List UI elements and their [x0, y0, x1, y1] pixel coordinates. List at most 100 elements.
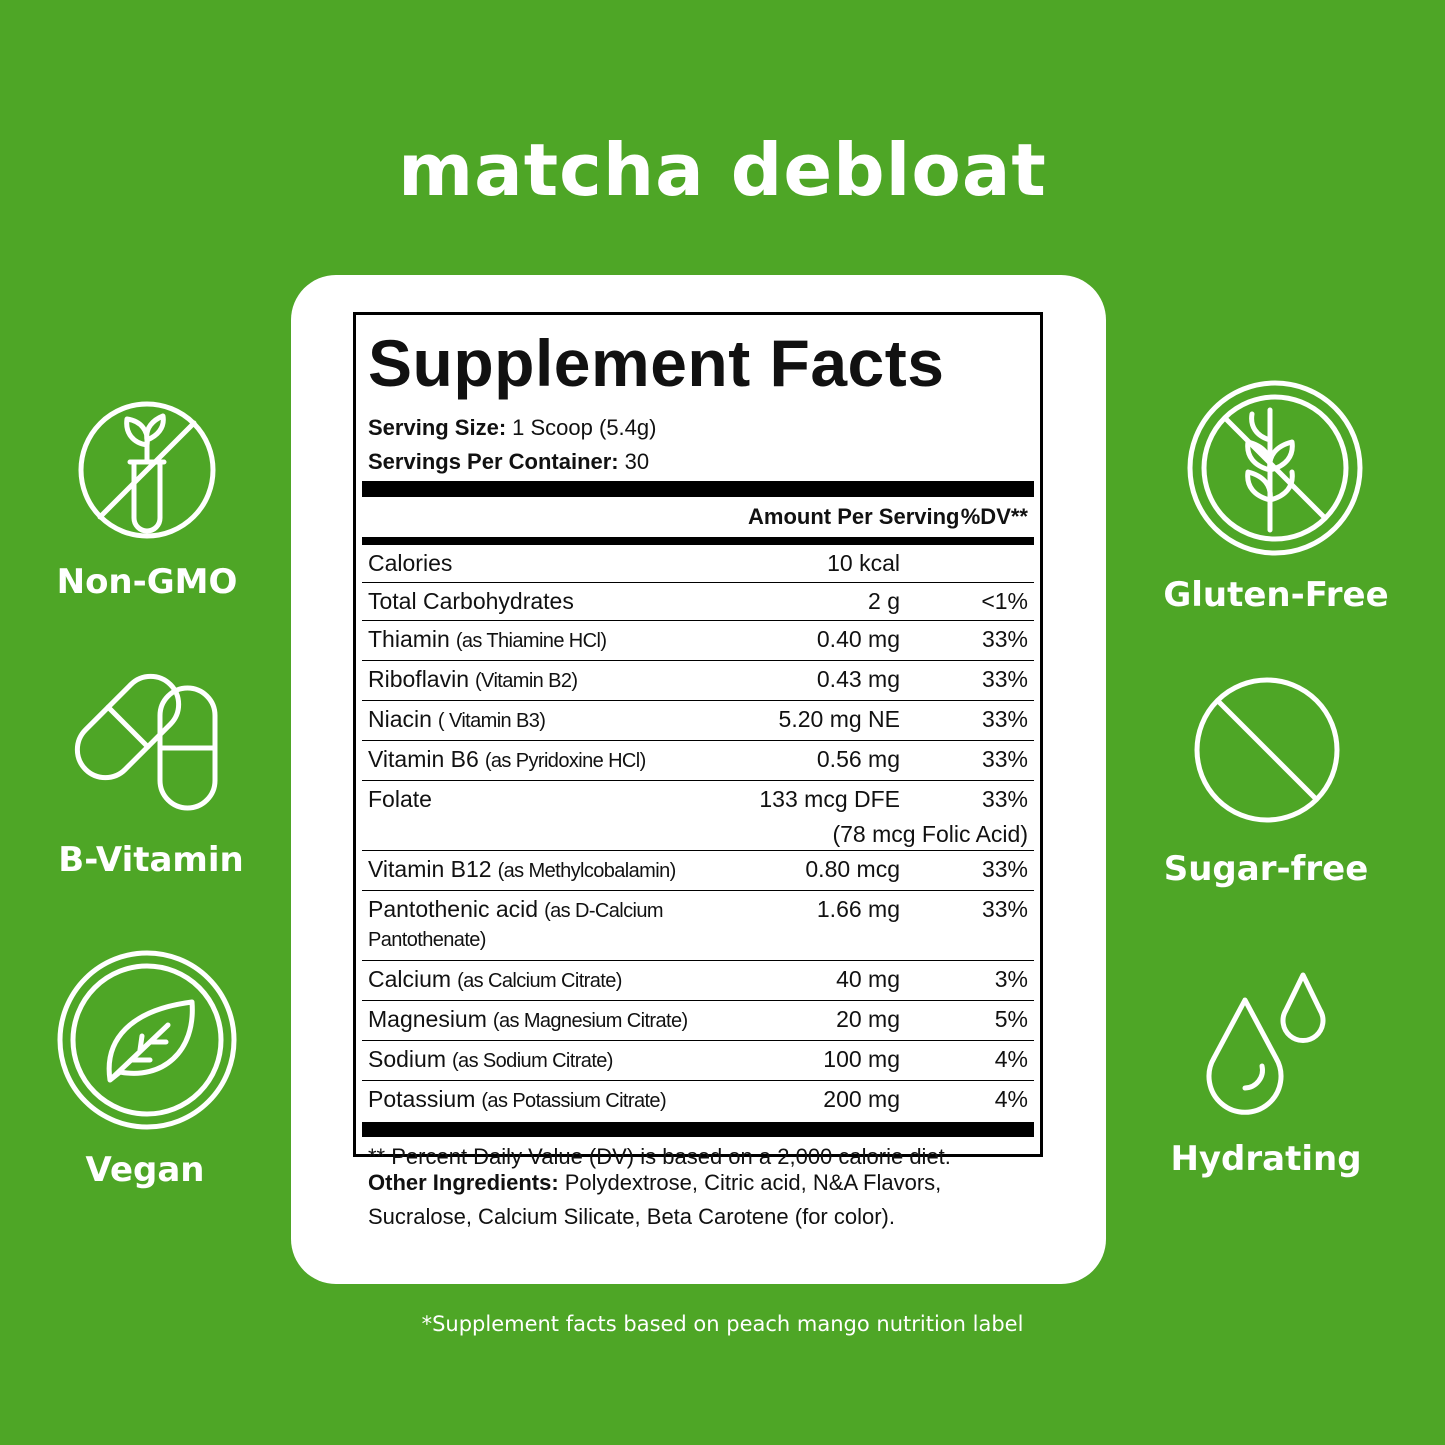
- vegan-icon: [57, 950, 237, 1130]
- nutrient-amount: 1.66 mg: [816, 896, 900, 922]
- nutrient-cell: Magnesium (as Magnesium Citrate): [368, 1001, 748, 1040]
- nutrient-amount: 100 mg: [823, 1046, 900, 1072]
- nutrient-amount: 133 mcg DFE: [759, 786, 900, 812]
- nutrient-cell: Calories: [368, 545, 748, 582]
- nutrient-dv: 4%: [994, 1086, 1028, 1112]
- nutrient-name: Vitamin B6: [368, 746, 479, 772]
- nutrient-detail: (as D-Calcium Pantothenate): [368, 900, 664, 951]
- card: [291, 275, 1106, 1284]
- nutrient-amount: 40 mg: [836, 966, 900, 992]
- nutrient-amount: 200 mg: [823, 1086, 900, 1112]
- nutrient-row: Folate 133 mcg DFE 33% (78 mcg Folic Acid): [362, 780, 1034, 850]
- nutrient-name: Magnesium: [368, 1006, 487, 1032]
- nutrient-row: Niacin( Vitamin B3) 5.20 mg NE 33%: [362, 700, 1034, 740]
- badge-label: Sugar-free: [1163, 849, 1369, 889]
- serving-size: Serving Size: 1 Scoop (5.4g): [368, 411, 1028, 445]
- nutrient-name: Thiamin: [368, 626, 450, 652]
- nutrient-name: Calcium: [368, 966, 452, 992]
- nutrient-cell: Riboflavin (Vitamin B2): [368, 661, 748, 700]
- nutrient-amount: 0.56 mg: [816, 746, 900, 772]
- thick-rule: [362, 1122, 1034, 1137]
- nutrient-detail: (as Magnesium Citrate): [492, 1010, 688, 1032]
- nutrient-detail: (as Thiamine HCl): [455, 630, 607, 652]
- medium-rule: [362, 537, 1034, 545]
- nutrient-name: Pantothenic acid: [368, 896, 539, 922]
- column-header: Amount Per Serving %DV**: [368, 497, 1028, 537]
- nutrient-amount: 0.80 mcg: [805, 856, 900, 882]
- nutrient-cell: Folate: [368, 781, 748, 818]
- nutrient-name: Vitamin B12: [368, 856, 492, 882]
- nutrient-cell: Pantothenic acid (as D-Calcium Pantothena…: [368, 891, 748, 960]
- sugar-free-icon: [1194, 677, 1340, 823]
- nutrient-dv: 33%: [981, 626, 1028, 652]
- nutrient-row: Total Carbohydrates 2 g <1%: [362, 582, 1034, 620]
- nutrient-amount: 0.43 mg: [816, 666, 900, 692]
- hydrating-icon: [1206, 972, 1326, 1115]
- amount-header: Amount Per Serving: [748, 504, 960, 529]
- nutrient-dv: 33%: [981, 786, 1028, 812]
- nutrient-cell: Thiamin (as Thiamine HCl): [368, 621, 748, 660]
- gluten-free-icon: [1187, 380, 1363, 556]
- nutrient-row: Pantothenic acid (as D-Calcium Pantothena…: [362, 890, 1034, 960]
- badge-label: Non-GMO: [56, 562, 238, 602]
- nutrient-amount: 20 mg: [836, 1006, 900, 1032]
- nutrient-amount: 5.20 mg NE: [778, 706, 900, 732]
- nutrient-row: Potassium (as Potassium Citrate) 200 mg 4%: [362, 1080, 1034, 1120]
- serving-size-value: 1 Scoop (5.4g): [512, 415, 657, 440]
- badge-label: B-Vitamin: [58, 840, 244, 880]
- nutrient-amount: 2 g: [868, 588, 900, 614]
- nutrient-detail: (as Methylcobalamin): [497, 860, 677, 882]
- nutrient-dv: 3%: [994, 966, 1028, 992]
- nutrient-row: Riboflavin (Vitamin B2) 0.43 mg 33%: [362, 660, 1034, 700]
- other-ingredients: Other Ingredients: Polydextrose, Citric a…: [368, 1166, 1048, 1234]
- nutrient-detail: (as Pyridoxine HCl): [484, 750, 646, 772]
- nutrient-row: Vitamin B6 (as Pyridoxine HCl) 0.56 mg 33%: [362, 740, 1034, 780]
- facts-heading: Supplement Facts: [368, 326, 945, 400]
- other-ingredients-label: Other Ingredients:: [368, 1170, 559, 1195]
- serving-size-label: Serving Size:: [368, 415, 507, 440]
- nutrient-dv: 33%: [981, 746, 1028, 772]
- nutrient-detail: (as Potassium Citrate): [481, 1090, 667, 1112]
- nutrient-cell: Calcium (as Calcium Citrate): [368, 961, 748, 1000]
- nutrient-row: Magnesium (as Magnesium Citrate) 20 mg 5%: [362, 1000, 1034, 1040]
- nutrient-row: Thiamin (as Thiamine HCl) 0.40 mg 33%: [362, 620, 1034, 660]
- thick-rule: [362, 481, 1034, 497]
- nutrient-rows: Calories 10 kcal Total Carbohydrates 2 g <1%…: [362, 545, 1034, 1120]
- badge-label: Hydrating: [1170, 1139, 1362, 1179]
- nutrient-row: Calcium (as Calcium Citrate) 40 mg 3%: [362, 960, 1034, 1000]
- nutrient-name: Niacin: [368, 706, 432, 732]
- nutrient-name: Total Carbohydrates: [368, 588, 574, 614]
- nutrient-detail: (as Calcium Citrate): [457, 970, 622, 992]
- b-vitamin-icon: [74, 673, 218, 811]
- facts-label: Supplement Facts Serving Size: 1 Scoop (5…: [353, 312, 1043, 1169]
- nutrient-amount: 10 kcal: [827, 550, 900, 576]
- nutrient-detail: (as Sodium Citrate): [451, 1050, 613, 1072]
- badge-label: Vegan: [85, 1150, 205, 1190]
- nutrient-name: Potassium: [368, 1086, 476, 1112]
- nutrient-cell: Vitamin B6 (as Pyridoxine HCl): [368, 741, 748, 780]
- dv-header: %DV**: [960, 504, 1028, 529]
- nutrient-dv: 33%: [981, 856, 1028, 882]
- title: matcha debloat: [398, 128, 1047, 212]
- amount-note: (78 mcg Folic Acid): [832, 821, 1028, 847]
- nutrient-dv: <1%: [981, 588, 1028, 614]
- nutrient-dv: 5%: [994, 1006, 1028, 1032]
- nutrient-cell: Vitamin B12 (as Methylcobalamin): [368, 851, 748, 890]
- nutrient-amount: 0.40 mg: [816, 626, 900, 652]
- badge-label: Gluten-Free: [1163, 575, 1389, 615]
- nutrient-cell: Niacin( Vitamin B3): [368, 701, 748, 740]
- nutrient-cell: Potassium (as Potassium Citrate): [368, 1081, 748, 1120]
- nutrient-name: Calories: [368, 550, 453, 576]
- nutrient-detail: ( Vitamin B3): [437, 710, 546, 732]
- nutrient-row: Sodium (as Sodium Citrate) 100 mg 4%: [362, 1040, 1034, 1080]
- nutrient-cell: Total Carbohydrates: [368, 583, 748, 620]
- servings-label: Servings Per Container:: [368, 449, 619, 474]
- disclaimer: *Supplement facts based on peach mango n…: [421, 1312, 1024, 1336]
- non-gmo-icon: [78, 401, 216, 539]
- nutrient-row: Calories 10 kcal: [368, 545, 1028, 582]
- nutrient-name: Folate: [368, 786, 432, 812]
- nutrient-name: Riboflavin: [368, 666, 469, 692]
- nutrient-cell: Sodium (as Sodium Citrate): [368, 1041, 748, 1080]
